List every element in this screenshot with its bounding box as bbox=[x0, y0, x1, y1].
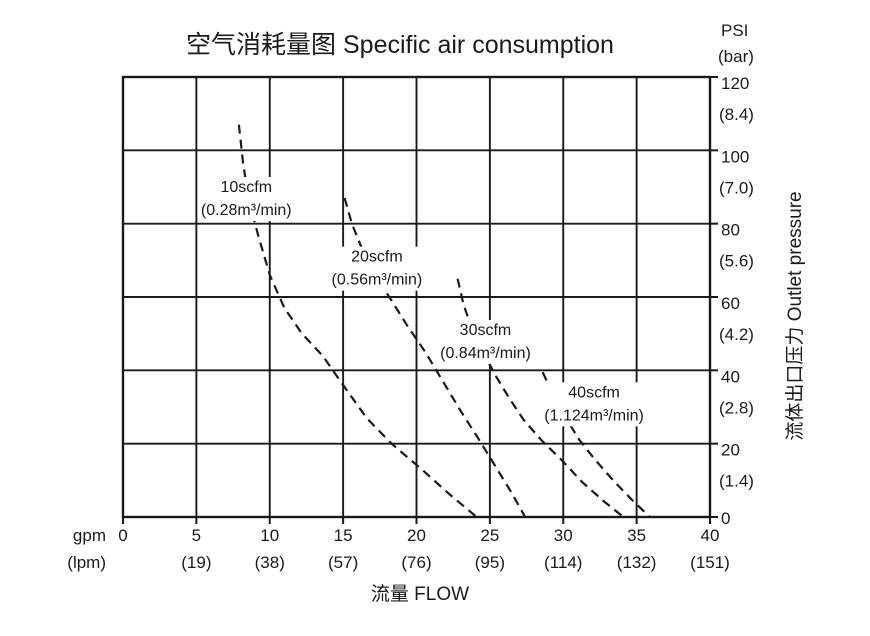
curve-label-40scfm: 40scfm (1.124m³/min) bbox=[541, 382, 647, 427]
curve-label-rate: (0.56m³/min) bbox=[332, 272, 423, 289]
y-tick-bar: (5.6) bbox=[719, 252, 754, 271]
x-tick-labels: 0 5 (19) 10 (38) 15 (57) 20 (76) 25 (95) 30 (114) 35 (… bbox=[118, 526, 730, 572]
x-tick-gpm: 35 bbox=[627, 526, 646, 545]
curve-label-10scfm: 10scfm (0.28m³/min) bbox=[197, 177, 295, 221]
x-tick-lpm: (57) bbox=[328, 553, 358, 572]
curve-label-20scfm: 20scfm (0.56m³/min) bbox=[328, 246, 426, 291]
curve-labels: 10scfm (0.28m³/min) 20scfm (0.56m³/min) 30sc… bbox=[197, 177, 647, 427]
curve-label-name: 10scfm bbox=[220, 179, 272, 196]
y-tick-labels: 120 (8.4) 100 (7.0) 80 (5.6) 60 (4.2) 40 (2.8) 20 (… bbox=[719, 74, 754, 528]
x-axis-unit-lpm: (lpm) bbox=[67, 553, 106, 572]
y-tick-psi: 40 bbox=[721, 367, 740, 386]
plot-grid bbox=[121, 75, 718, 524]
y-tick-psi: 80 bbox=[721, 221, 740, 240]
curve-label-bg bbox=[437, 320, 534, 364]
x-tick-gpm: 15 bbox=[334, 526, 353, 545]
x-axis-unit-gpm: gpm bbox=[73, 526, 106, 545]
chart-title: 空气消耗量图 Specific air consumption bbox=[186, 31, 614, 59]
y-tick-psi: 100 bbox=[721, 147, 749, 166]
curve-label-name: 40scfm bbox=[568, 384, 620, 401]
x-tick-gpm: 30 bbox=[554, 526, 573, 545]
y-axis-unit-bar: (bar) bbox=[718, 47, 754, 66]
y-tick-bar: (2.8) bbox=[719, 398, 754, 417]
curve-label-rate: (0.28m³/min) bbox=[201, 202, 292, 219]
y-tick-psi: 120 bbox=[721, 74, 749, 93]
x-tick-lpm: (151) bbox=[690, 553, 730, 572]
curve-label-rate: (0.84m³/min) bbox=[440, 345, 531, 362]
y-tick-bar: (8.4) bbox=[719, 105, 754, 124]
x-tick-gpm: 20 bbox=[407, 526, 426, 545]
x-tick-lpm: (114) bbox=[544, 553, 582, 572]
x-tick-gpm: 5 bbox=[192, 526, 201, 545]
y-tick-psi: 20 bbox=[721, 441, 740, 460]
x-tick-lpm: (19) bbox=[181, 553, 211, 572]
y-tick-psi: 60 bbox=[721, 294, 740, 313]
y-axis-title: 流体出口压力 Outlet pressure bbox=[784, 191, 806, 440]
curve-label-bg bbox=[541, 382, 647, 427]
x-tick-gpm: 25 bbox=[480, 526, 499, 545]
curve-40scfm bbox=[541, 371, 651, 518]
y-axis-unit-psi: PSI bbox=[721, 21, 748, 40]
x-tick-gpm: 10 bbox=[260, 526, 279, 545]
curve-label-30scfm: 30scfm (0.84m³/min) bbox=[437, 320, 534, 364]
curve-label-bg bbox=[328, 246, 426, 291]
x-tick-gpm: 0 bbox=[118, 526, 127, 545]
curve-label-bg bbox=[197, 177, 295, 221]
y-tick-bar: (7.0) bbox=[719, 178, 754, 197]
x-tick-lpm: (76) bbox=[401, 553, 431, 572]
y-tick-psi: 0 bbox=[721, 509, 730, 528]
x-tick-gpm: 40 bbox=[701, 526, 720, 545]
curve-label-name: 30scfm bbox=[460, 322, 512, 339]
y-tick-bar: (4.2) bbox=[719, 325, 754, 344]
plot-border bbox=[121, 75, 712, 519]
x-tick-lpm: (95) bbox=[475, 553, 505, 572]
x-axis-title: 流量 FLOW bbox=[371, 583, 469, 605]
curve-label-name: 20scfm bbox=[351, 249, 403, 266]
x-tick-lpm: (38) bbox=[255, 553, 285, 572]
x-tick-lpm: (132) bbox=[617, 553, 657, 572]
y-tick-bar: (1.4) bbox=[719, 472, 754, 491]
curve-label-rate: (1.124m³/min) bbox=[544, 407, 644, 424]
